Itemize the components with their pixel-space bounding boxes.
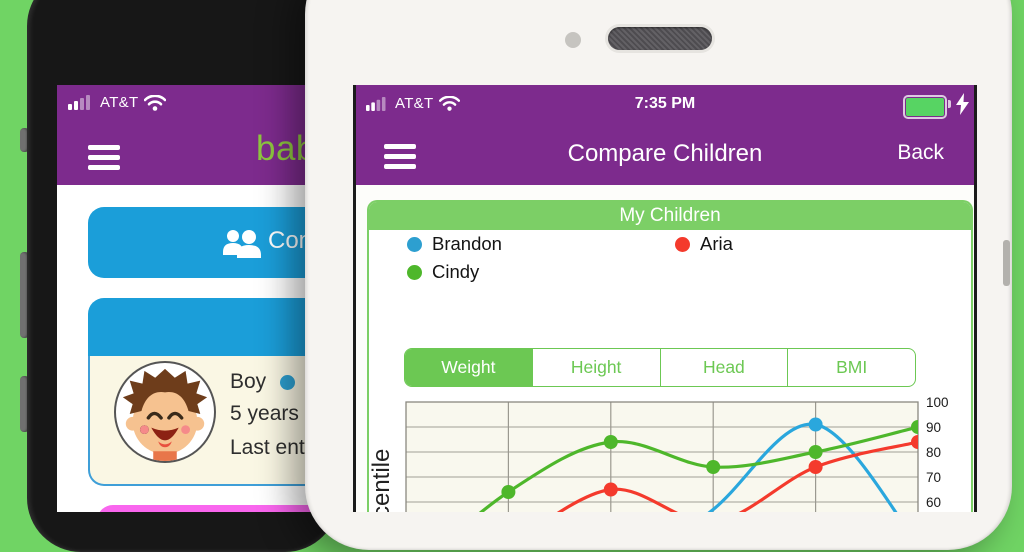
child-card[interactable]: Boy 5 years 5 Last entr xyxy=(88,356,323,486)
series-point-aria xyxy=(603,482,618,497)
page-title: Compare Children xyxy=(567,140,763,167)
child-avatar xyxy=(114,361,216,463)
gender-dot-icon xyxy=(280,374,296,390)
series-line-cindy xyxy=(478,425,918,512)
legend-item-aria[interactable]: Aria xyxy=(675,233,733,255)
y-tick-label: 80 xyxy=(926,445,941,460)
boy-avatar-illustration xyxy=(122,368,208,461)
series-line-aria xyxy=(556,440,918,512)
menu-icon[interactable] xyxy=(384,144,416,174)
legend-dot-icon xyxy=(407,236,422,252)
menu-icon[interactable] xyxy=(88,145,120,175)
my-children-card-title: My Children xyxy=(369,202,971,230)
tab-weight[interactable]: Weight xyxy=(405,349,532,386)
series-line-brandon xyxy=(707,422,898,512)
back-button[interactable]: Back xyxy=(897,141,944,164)
y-tick-label: 90 xyxy=(926,420,941,435)
left-app-content: Com Boy 5 xyxy=(57,185,323,512)
wifi-icon xyxy=(439,96,461,111)
carrier-label: AT&T xyxy=(395,95,434,112)
tab-head[interactable]: Head xyxy=(659,349,788,386)
legend-dot-icon xyxy=(407,264,422,280)
child-gender-label: Boy xyxy=(230,370,267,393)
metric-tabs: Weight Height Head BMI xyxy=(404,348,916,387)
series-point-cindy xyxy=(808,445,823,459)
right-app-content: My Children Brandon Aria Cindy Weight Heigh… xyxy=(356,185,974,512)
right-navbar: Compare Children Back xyxy=(356,125,974,185)
percentile-chart: 100 90 80 70 60 Percentile xyxy=(369,395,971,512)
signal-bars-icon xyxy=(366,96,386,111)
battery-nub xyxy=(948,100,951,108)
child-card-header[interactable] xyxy=(88,298,323,356)
left-app-header: AT&T bab xyxy=(57,85,323,185)
legend-item-brandon[interactable]: Brandon xyxy=(407,233,502,255)
legend-dot-icon xyxy=(675,236,690,252)
y-tick-label: 70 xyxy=(926,470,941,485)
child-last-entry-label: Last entr xyxy=(230,436,312,459)
series-point-cindy xyxy=(603,435,618,449)
carrier-label: AT&T xyxy=(100,94,139,111)
right-phone-power-button xyxy=(1003,240,1010,286)
child-age-label: 5 years 5 xyxy=(230,402,317,425)
series-point-aria xyxy=(808,460,823,474)
legend-label: Cindy xyxy=(432,261,480,282)
front-camera-icon xyxy=(565,32,581,48)
series-point-cindy xyxy=(911,420,918,434)
clock-label: 7:35 PM xyxy=(634,95,696,112)
girl-card-header[interactable] xyxy=(97,505,323,512)
series-point-cindy xyxy=(706,460,721,474)
tab-bmi[interactable]: BMI xyxy=(787,349,915,386)
series-point-aria xyxy=(911,435,918,449)
compare-children-button[interactable]: Com xyxy=(88,207,323,278)
legend-item-cindy[interactable]: Cindy xyxy=(407,261,479,283)
series-point-cindy xyxy=(501,485,516,499)
tab-height[interactable]: Height xyxy=(531,349,660,386)
child-gender-row: Boy xyxy=(230,370,296,394)
battery-icon xyxy=(903,95,947,119)
y-tick-label: 100 xyxy=(926,397,949,410)
right-phone-screen: AT&T 7:35 PM Compare Children Back My Ch… xyxy=(353,85,977,512)
legend-label: Brandon xyxy=(432,233,502,254)
legend-label: Aria xyxy=(700,233,733,254)
earpiece-speaker xyxy=(608,27,712,50)
y-axis-label: Percentile xyxy=(369,449,395,512)
wifi-icon xyxy=(144,94,167,111)
my-children-card: My Children Brandon Aria Cindy Weight Heigh… xyxy=(367,200,973,512)
series-point-brandon xyxy=(808,417,823,432)
people-icon xyxy=(223,230,261,258)
left-statusbar: AT&T xyxy=(68,94,167,111)
right-statusbar: AT&T 7:35 PM xyxy=(356,85,974,125)
left-phone-screen: AT&T bab Com xyxy=(57,85,323,512)
statusbar-left-cluster: AT&T xyxy=(366,95,461,112)
left-phone-ringer-switch xyxy=(20,128,29,152)
left-phone-volume-up-button xyxy=(20,252,29,338)
left-phone-volume-down-button xyxy=(20,376,29,432)
charging-bolt-icon xyxy=(956,93,969,115)
y-tick-label: 60 xyxy=(926,495,941,510)
signal-bars-icon xyxy=(68,95,90,110)
